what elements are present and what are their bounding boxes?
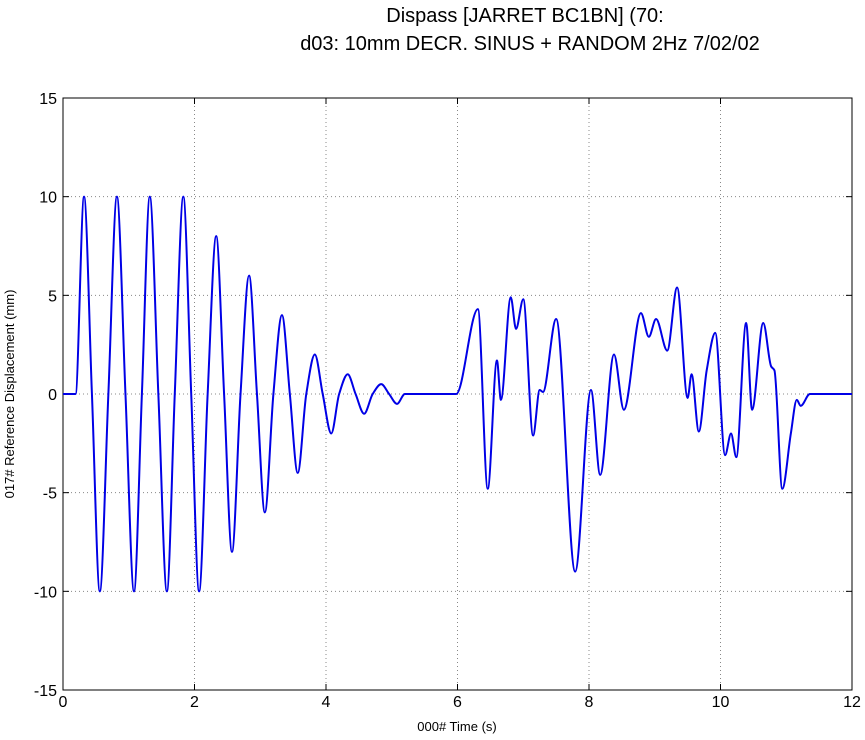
chart-title: Dispass [JARRET BC1BN] (70:: [386, 5, 664, 27]
x-tick-label: 12: [843, 694, 861, 711]
x-axis-label: 000# Time (s): [417, 719, 496, 734]
x-tick-label: 4: [322, 694, 331, 711]
x-tick-label: 2: [190, 694, 199, 711]
y-tick-label: 5: [48, 288, 57, 305]
x-tick-label: 10: [712, 694, 730, 711]
data-line: [63, 195, 852, 593]
y-tick-label: 0: [48, 387, 57, 404]
chart-title: d03: 10mm DECR. SINUS + RANDOM 2Hz 7/02/…: [300, 33, 760, 55]
y-tick-label: -10: [34, 584, 57, 601]
x-tick-label: 8: [585, 694, 594, 711]
x-tick-label: 6: [453, 694, 462, 711]
y-tick-label: -15: [34, 683, 57, 700]
y-tick-label: -5: [43, 486, 57, 503]
y-axis-label: 017# Reference Displacement (mm): [2, 290, 17, 499]
y-tick-label: 10: [39, 190, 57, 207]
y-tick-label: 15: [39, 91, 57, 108]
x-tick-label: 0: [59, 694, 68, 711]
